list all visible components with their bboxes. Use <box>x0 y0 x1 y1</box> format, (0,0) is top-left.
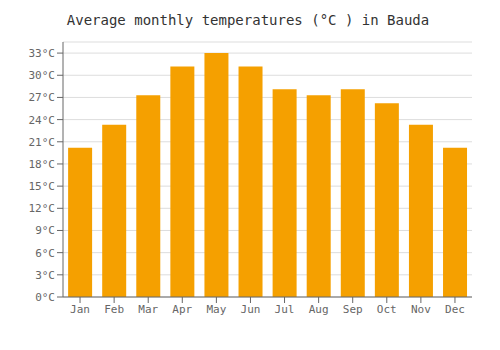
svg-text:Sep: Sep <box>343 303 363 316</box>
svg-text:Jul: Jul <box>275 303 295 316</box>
svg-text:Aug: Aug <box>309 303 329 316</box>
svg-text:6°C: 6°C <box>35 247 55 260</box>
svg-text:Jan: Jan <box>70 303 90 316</box>
svg-text:12°C: 12°C <box>29 202 56 215</box>
svg-text:9°C: 9°C <box>35 224 55 237</box>
svg-text:15°C: 15°C <box>29 180 56 193</box>
svg-text:Apr: Apr <box>172 303 192 316</box>
svg-text:3°C: 3°C <box>35 269 55 282</box>
svg-text:May: May <box>206 303 226 316</box>
svg-text:33°C: 33°C <box>29 47 56 60</box>
svg-text:30°C: 30°C <box>29 69 56 82</box>
svg-text:21°C: 21°C <box>29 136 56 149</box>
html-text:Average monthly temperatures (: Average monthly temperatures (°C ) in Ba… <box>66 12 430 28</box>
svg-text:18°C: 18°C <box>29 158 56 171</box>
svg-text:Dec: Dec <box>445 303 465 316</box>
svg-text:Mar: Mar <box>138 303 158 316</box>
svg-text:Nov: Nov <box>411 303 431 316</box>
svg-text:Feb: Feb <box>104 303 124 316</box>
svg-text:0°C: 0°C <box>35 291 55 304</box>
svg-text:Oct: Oct <box>377 303 397 316</box>
svg-text:24°C: 24°C <box>29 114 56 127</box>
svg-text:Jun: Jun <box>241 303 261 316</box>
svg-text:27°C: 27°C <box>29 91 56 104</box>
